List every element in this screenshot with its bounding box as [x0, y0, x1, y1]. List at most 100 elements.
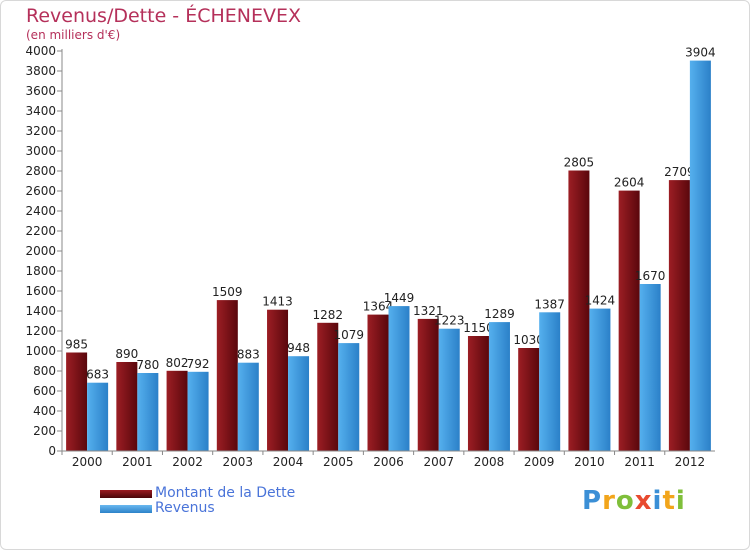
- y-tick-label: 1600: [25, 284, 56, 298]
- bar-dette: [518, 348, 540, 451]
- bar-dette: [668, 180, 690, 451]
- value-label: 1289: [484, 307, 515, 321]
- x-tick-label: 2000: [72, 455, 103, 469]
- value-label: 1150: [463, 321, 494, 335]
- bar-revenus: [689, 60, 711, 451]
- logo-letter: i: [652, 486, 663, 516]
- bar-dette: [66, 352, 88, 451]
- legend-swatch-revenus: [100, 505, 152, 513]
- bar-revenus: [488, 322, 510, 451]
- x-tick-label: 2002: [172, 455, 203, 469]
- proxiti-logo: Proxiti: [582, 486, 686, 516]
- value-label: 1424: [585, 294, 616, 308]
- value-label: 1223: [434, 314, 465, 328]
- y-axis: 0 200 400 600 800 1000 1200 1400 1600 1800 2000 220…: [25, 44, 63, 458]
- value-label: 683: [86, 368, 109, 382]
- value-label: 1509: [212, 285, 243, 299]
- x-tick-label: 2010: [574, 455, 605, 469]
- y-tick-label: 800: [33, 364, 56, 378]
- value-label: 948: [287, 341, 310, 355]
- bar-revenus: [438, 328, 460, 451]
- bar-revenus: [187, 371, 209, 451]
- logo-letter: o: [615, 486, 635, 516]
- value-label: 1030: [513, 333, 544, 347]
- y-tick-label: 2800: [25, 164, 56, 178]
- bar-revenus: [589, 308, 611, 451]
- y-tick-label: 3200: [25, 124, 56, 138]
- x-tick-label: 2008: [474, 455, 505, 469]
- bar-dette: [216, 300, 238, 451]
- bar-dette: [166, 370, 188, 451]
- value-label: 3904: [685, 46, 716, 60]
- legend-label-dette: Montant de la Dette: [155, 485, 296, 501]
- bar-dette: [317, 322, 339, 451]
- y-tick-label: 1200: [25, 324, 56, 338]
- value-label: 883: [237, 348, 260, 362]
- y-tick-label: 1400: [25, 304, 56, 318]
- value-label: 2805: [564, 156, 595, 170]
- logo-letter: r: [602, 486, 616, 516]
- bar-revenus: [388, 306, 410, 451]
- bar-revenus: [237, 362, 259, 451]
- bar-dette: [568, 170, 590, 451]
- value-label: 1449: [384, 291, 415, 305]
- y-tick-label: 2200: [25, 224, 56, 238]
- bar-revenus: [639, 284, 661, 451]
- value-label: 1079: [333, 328, 364, 342]
- legend-label-revenus: Revenus: [155, 500, 215, 516]
- value-label: 1364: [363, 300, 394, 314]
- y-tick-label: 3800: [25, 64, 56, 78]
- y-tick-label: 3000: [25, 144, 56, 158]
- logo-letter: x: [634, 486, 653, 516]
- bar-dette: [267, 309, 289, 451]
- value-label: 792: [187, 357, 210, 371]
- y-tick-label: 2600: [25, 184, 56, 198]
- x-tick-label: 2003: [223, 455, 254, 469]
- value-label: 780: [136, 358, 159, 372]
- bar-revenus: [87, 382, 109, 451]
- value-label: 1321: [413, 304, 444, 318]
- value-label: 890: [115, 347, 138, 361]
- chart-title: Revenus/Dette - ÉCHENEVEX: [26, 5, 301, 27]
- x-axis: 2000 2001 2002 2003 2004 2005 2006 2007 2008 2009…: [61, 450, 715, 469]
- y-tick-label: 3400: [25, 104, 56, 118]
- value-label: 2709: [664, 165, 695, 179]
- logo-letter: i: [675, 486, 686, 516]
- x-tick-label: 2006: [373, 455, 404, 469]
- x-tick-label: 2005: [323, 455, 354, 469]
- logo-letter: P: [582, 486, 603, 516]
- y-tick-label: 2400: [25, 204, 56, 218]
- value-label: 1413: [262, 295, 293, 309]
- x-tick-label: 2012: [675, 455, 706, 469]
- y-tick-label: 0: [48, 444, 56, 458]
- value-label: 1670: [635, 269, 666, 283]
- bar-chart: 0 200 400 600 800 1000 1200 1400 1600 1800 2000 220…: [25, 44, 716, 469]
- value-label: 2604: [614, 176, 645, 190]
- bar-dette: [467, 336, 489, 451]
- x-tick-label: 2009: [524, 455, 555, 469]
- bar-dette: [618, 190, 640, 451]
- chart-subtitle: (en milliers d'€): [26, 28, 121, 42]
- y-tick-label: 200: [33, 424, 56, 438]
- value-label: 1282: [312, 308, 343, 322]
- y-tick-label: 1000: [25, 344, 56, 358]
- y-tick-label: 400: [33, 404, 56, 418]
- y-tick-label: 2000: [25, 244, 56, 258]
- x-tick-label: 2007: [423, 455, 454, 469]
- bar-revenus: [288, 356, 310, 451]
- x-tick-label: 2011: [624, 455, 655, 469]
- logo-letter: t: [662, 486, 676, 516]
- bar-revenus: [338, 343, 360, 451]
- y-tick-label: 4000: [25, 44, 56, 58]
- bar-revenus: [539, 312, 561, 451]
- bar-dette: [367, 314, 389, 451]
- value-label: 985: [65, 338, 88, 352]
- y-tick-label: 3600: [25, 84, 56, 98]
- x-tick-label: 2001: [122, 455, 153, 469]
- bar-revenus: [137, 373, 159, 451]
- bar-dette: [116, 362, 138, 451]
- value-label: 1387: [534, 297, 565, 311]
- bar-dette: [417, 318, 439, 451]
- legend-swatch-dette: [100, 490, 152, 498]
